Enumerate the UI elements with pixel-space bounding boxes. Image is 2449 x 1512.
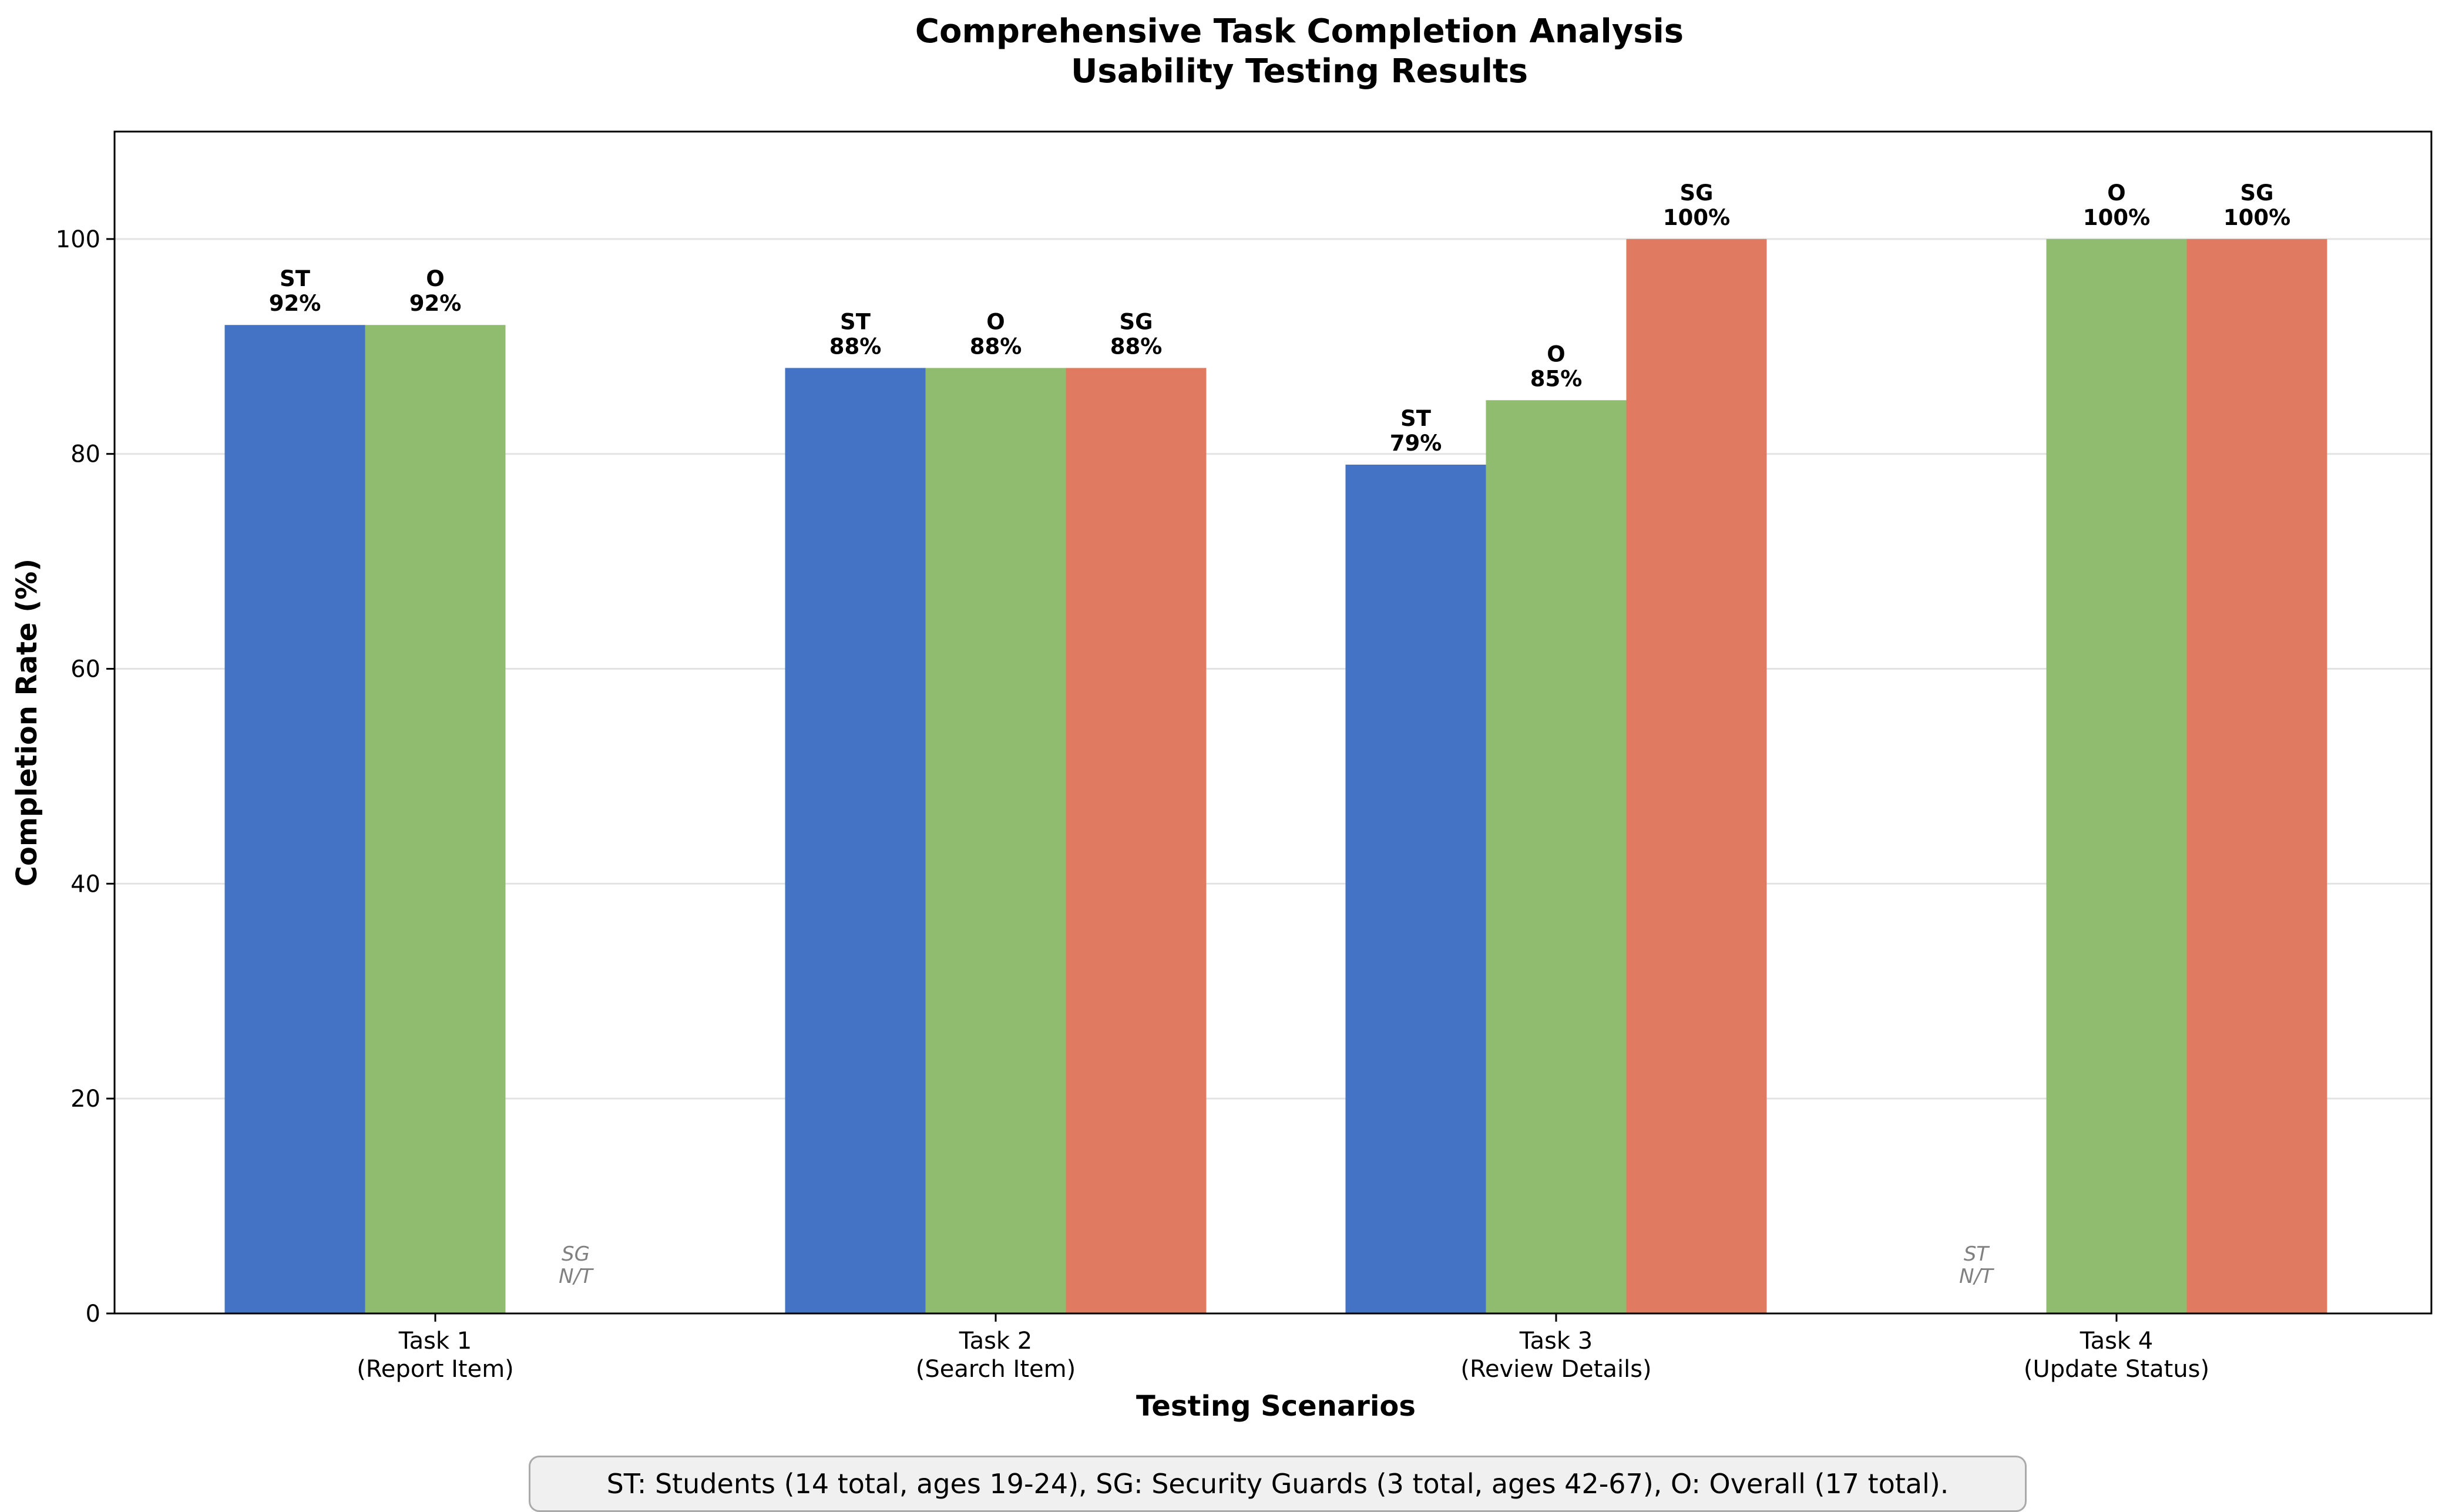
y-tick-label: 20 [70, 1086, 100, 1113]
bar-st [1345, 465, 1486, 1313]
y-tick-label: 80 [70, 441, 100, 468]
x-tick-label: (Review Details) [1460, 1356, 1651, 1383]
bar-series-label: ST [280, 266, 311, 291]
bar-value-label: 88% [829, 334, 882, 359]
bar-series-label: O [986, 309, 1005, 334]
chart-title-line-2: Usability Testing Results [1071, 52, 1528, 90]
x-tick-label: Task 4 [2080, 1328, 2154, 1355]
bar-sg [1626, 238, 1767, 1314]
x-axis: Task 1(Report Item) Task 2(Search Item) Ta… [357, 1313, 2209, 1383]
y-axis-label: Completion Rate (%) [11, 559, 43, 886]
bar-st [224, 325, 365, 1314]
bar-series-label: O [1547, 341, 1565, 367]
bar-value-label: 88% [1110, 334, 1163, 359]
x-tick-label: (Report Item) [357, 1356, 514, 1383]
missing-series-label: SG [562, 1242, 590, 1266]
bar-series-label: O [426, 266, 444, 291]
missing-series-label: ST [1964, 1242, 1990, 1266]
x-tick-label: (Update Status) [2024, 1356, 2209, 1383]
bar-st [785, 368, 926, 1313]
y-tick-label: 40 [70, 871, 100, 898]
bar-sg [1066, 368, 1207, 1313]
missing-status-label: N/T [559, 1265, 594, 1288]
bar-series-label: SG [2240, 180, 2273, 206]
bar-value-label: 100% [2083, 205, 2150, 230]
x-tick-label: Task 3 [1519, 1328, 1593, 1355]
bar-value-label: 88% [970, 334, 1022, 359]
bar-value-label: 85% [1530, 366, 1583, 391]
y-tick-label: 60 [70, 656, 100, 683]
chart-title-line-1: Comprehensive Task Completion Analysis [915, 12, 1684, 51]
bar-o [2046, 238, 2187, 1314]
bar-value-label: 92% [409, 291, 462, 316]
x-tick-label: (Search Item) [916, 1356, 1076, 1383]
y-tick-label: 100 [56, 226, 100, 253]
bar-o [365, 325, 506, 1314]
bar-series-label: SG [1679, 180, 1713, 206]
bar-value-label: 92% [269, 291, 321, 316]
x-tick-label: Task 2 [959, 1328, 1033, 1355]
legend-footnote: ST: Students (14 total, ages 19-24), SG:… [529, 1456, 2027, 1512]
y-axis: 0 20 40 60 80 100 [56, 226, 115, 1328]
bar-series-label: SG [1119, 309, 1153, 334]
bar-value-label: 100% [2223, 205, 2290, 230]
bar-series-label: ST [1400, 406, 1432, 431]
bar-value-label: 79% [1390, 431, 1442, 456]
bar-sg [2186, 238, 2327, 1314]
bars [224, 238, 2327, 1314]
bar-series-label: ST [840, 309, 871, 334]
bar-series-label: O [2107, 180, 2125, 206]
plot-frame [113, 130, 2433, 1315]
x-tick-label: Task 1 [398, 1328, 472, 1355]
bar-value-label: 100% [1663, 205, 1730, 230]
bar-labels: ST92%O92%SGN/TST88%O88%SG88%ST79%O85%SG1… [269, 180, 2290, 1288]
bar-o [1486, 400, 1627, 1313]
x-axis-label: Testing Scenarios [1136, 1390, 1416, 1423]
y-tick-label: 0 [86, 1301, 100, 1328]
bar-o [925, 368, 1066, 1313]
missing-status-label: N/T [1959, 1265, 1994, 1288]
